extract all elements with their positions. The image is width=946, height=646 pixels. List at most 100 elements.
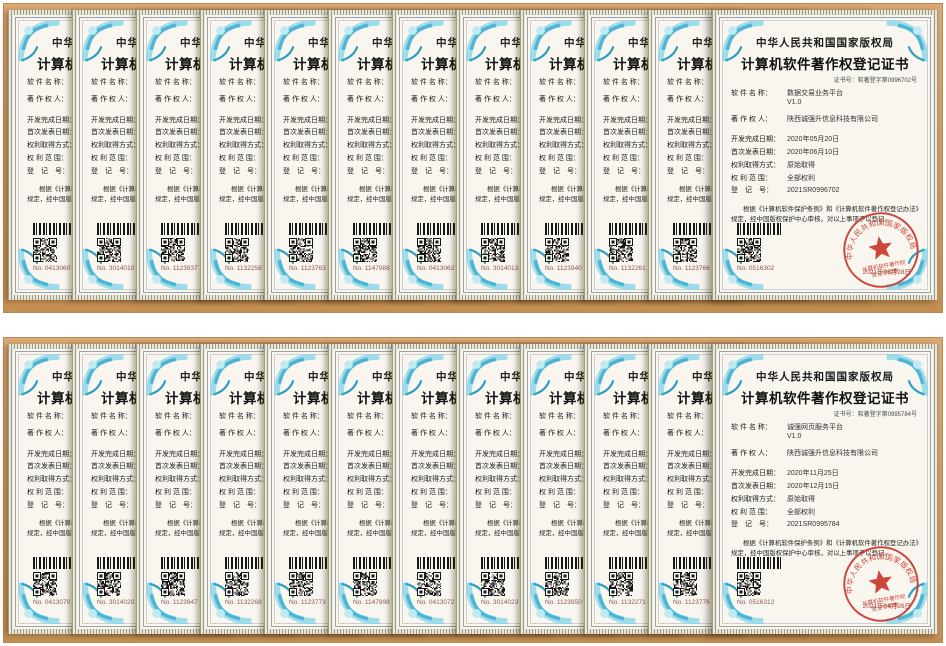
qr-code	[545, 572, 569, 596]
field-label: 权 利 范 围：	[731, 508, 772, 516]
field-label: 首次发表日期：	[91, 129, 140, 137]
field-label: 首次发表日期：	[475, 129, 524, 137]
certificate-fields: 软 件 名 称： 著 作 权 人： 开发完成日期： 首次发表日期： 权利取得方式…	[539, 413, 731, 510]
field-label: 开发完成日期：	[27, 450, 76, 458]
field-label: 权利取得方式：	[91, 476, 140, 483]
field-label: 权利取得方式：	[731, 495, 780, 503]
qr-code	[481, 238, 505, 262]
field-value: 全部权利	[787, 174, 815, 182]
field-row-publish-date: 首次发表日期：	[283, 129, 475, 138]
field-row-software-name: 软 件 名 称：	[475, 79, 667, 88]
field-label: 软 件 名 称：	[539, 79, 580, 86]
field-label: 权 利 范 围：	[667, 488, 708, 496]
barcode	[97, 223, 143, 235]
field-label: 登 记 号：	[219, 501, 261, 509]
field-value: 2020年11月25日	[787, 470, 839, 478]
serial-number: No. 3014020	[97, 599, 135, 606]
field-value: 陕西诚强升信息科技有限公司	[787, 449, 878, 457]
field-row-copyright-owner: 著 作 权 人：	[219, 96, 411, 105]
qr-code	[737, 572, 761, 596]
field-label: 首次发表日期：	[667, 463, 716, 471]
field-row-acquisition: 权利取得方式：	[603, 476, 795, 485]
field-label: 权利取得方式：	[155, 476, 204, 483]
field-row-registration-no: 登 记 号：	[283, 502, 475, 511]
field-value: 全部权利	[787, 508, 815, 516]
qr-code	[97, 572, 121, 596]
qr-code	[481, 572, 505, 596]
field-label: 权 利 范 围：	[91, 488, 132, 496]
field-row-publish-date: 首次发表日期：	[475, 463, 667, 472]
field-row-copyright-owner: 著 作 权 人：	[475, 96, 667, 105]
field-row-software-name: 软 件 名 称：	[667, 413, 859, 422]
field-row-scope: 权 利 范 围：	[667, 155, 859, 164]
field-value: 2020年06月10日	[787, 149, 840, 156]
field-label: 软 件 名 称：	[731, 424, 772, 431]
field-label: 开发完成日期：	[347, 450, 396, 458]
codes-block: No. 0413060	[33, 223, 79, 272]
field-label: 首次发表日期：	[347, 463, 396, 471]
field-label: 首次发表日期：	[667, 129, 716, 137]
field-row-acquisition: 权利取得方式：	[475, 476, 667, 485]
field-row-copyright-owner: 著 作 权 人：	[347, 430, 539, 439]
field-label: 登 记 号：	[475, 167, 517, 175]
field-label: 开发完成日期：	[603, 116, 652, 124]
field-row-dev-date: 开发完成日期：	[411, 117, 603, 126]
field-row-publish-date: 首次发表日期：	[91, 129, 283, 138]
field-row-dev-date: 开发完成日期：	[539, 117, 731, 126]
field-row-software-name: 软 件 名 称：	[27, 413, 219, 422]
field-row-dev-date: 开发完成日期：	[667, 117, 859, 126]
field-row-software-name: 软 件 名 称：	[91, 79, 283, 88]
qr-code	[161, 238, 185, 262]
field-row-copyright-owner: 著 作 权 人： 陕西诚强升信息科技有限公司	[731, 116, 923, 125]
field-label: 登 记 号：	[667, 167, 709, 175]
certificate-fields: 软 件 名 称： 著 作 权 人： 开发完成日期： 首次发表日期： 权利取得方式…	[27, 79, 219, 176]
field-row-publish-date: 首次发表日期：	[411, 129, 603, 138]
field-row-publish-date: 首次发表日期：	[27, 129, 219, 138]
field-row-acquisition: 权利取得方式：	[91, 476, 283, 485]
field-row-copyright-owner: 著 作 权 人：	[603, 96, 795, 105]
field-row-registration-no: 登 记 号：	[283, 168, 475, 177]
certificate[interactable]: 中华人民共和国国家版权局 计算机软件著作权登记证书 证书号：软著登字第09967…	[712, 10, 938, 300]
certificate-fields: 软 件 名 称： 著 作 权 人： 开发完成日期： 首次发表日期： 权利取得方式…	[475, 413, 667, 510]
field-row-copyright-owner: 著 作 权 人：	[411, 96, 603, 105]
certificate-title: 计算机软件著作权登记证书	[741, 57, 909, 72]
field-label: 登 记 号：	[283, 501, 325, 509]
field-row-dev-date: 开发完成日期：	[27, 451, 219, 460]
field-row-publish-date: 首次发表日期：	[27, 463, 219, 472]
field-row-scope: 权 利 范 围：	[27, 489, 219, 498]
field-row-scope: 权 利 范 围：	[91, 489, 283, 498]
field-row-software-name: 软 件 名 称：	[539, 79, 731, 88]
field-label: 首次发表日期：	[283, 129, 332, 137]
codes-block: No. 3014010	[97, 223, 143, 272]
field-label: 软 件 名 称：	[347, 413, 388, 420]
field-label: 软 件 名 称：	[667, 413, 708, 420]
certificate-fields: 软 件 名 称： 著 作 权 人： 开发完成日期： 首次发表日期： 权利取得方式…	[667, 413, 859, 510]
field-row-scope: 权 利 范 围：	[91, 155, 283, 164]
field-label: 开发完成日期：	[91, 450, 140, 458]
field-row-registration-no: 登 记 号：	[539, 168, 731, 177]
bottom-panel: 中华人民共和国国家版权局 计算机软件著作权登记证书 软 件 名 称： 著 作 权…	[3, 337, 943, 643]
codes-block: No. 0516312	[737, 557, 783, 606]
field-label: 权利取得方式：	[27, 142, 76, 149]
field-row-publish-date: 首次发表日期：	[155, 129, 347, 138]
field-label: 首次发表日期：	[219, 463, 268, 471]
field-row-publish-date: 首次发表日期：	[667, 463, 859, 472]
field-row-scope: 权 利 范 围：	[475, 489, 667, 498]
field-row-scope: 权 利 范 围： 全部权利	[731, 509, 923, 518]
field-label: 软 件 名 称：	[91, 79, 132, 86]
field-label: 首次发表日期：	[155, 129, 204, 137]
field-row-copyright-owner: 著 作 权 人：	[155, 430, 347, 439]
field-row-publish-date: 首次发表日期：	[91, 463, 283, 472]
certificate-fields: 软 件 名 称： 著 作 权 人： 开发完成日期： 首次发表日期： 权利取得方式…	[411, 413, 603, 510]
certificate[interactable]: 中华人民共和国国家版权局 计算机软件著作权登记证书 证书号：软著登字第09957…	[712, 344, 938, 634]
field-row-acquisition: 权利取得方式：	[283, 142, 475, 151]
field-row-registration-no: 登 记 号： 2021SR0995784	[731, 521, 923, 530]
statement-text: 根据《计算机软件保护条例》和《计算机软件著作权登记办法》的 规定，经中国版权保护…	[731, 206, 921, 223]
field-label: 权利取得方式：	[219, 476, 268, 483]
field-row-dev-date: 开发完成日期：	[347, 451, 539, 460]
field-row-software-name: 软 件 名 称：	[347, 79, 539, 88]
field-label: 登 记 号：	[27, 167, 69, 175]
field-label: 开发完成日期：	[347, 116, 396, 124]
certificate-fields: 软 件 名 称： 著 作 权 人： 开发完成日期： 首次发表日期： 权利取得方式…	[91, 79, 283, 176]
field-label: 软 件 名 称：	[219, 79, 260, 86]
